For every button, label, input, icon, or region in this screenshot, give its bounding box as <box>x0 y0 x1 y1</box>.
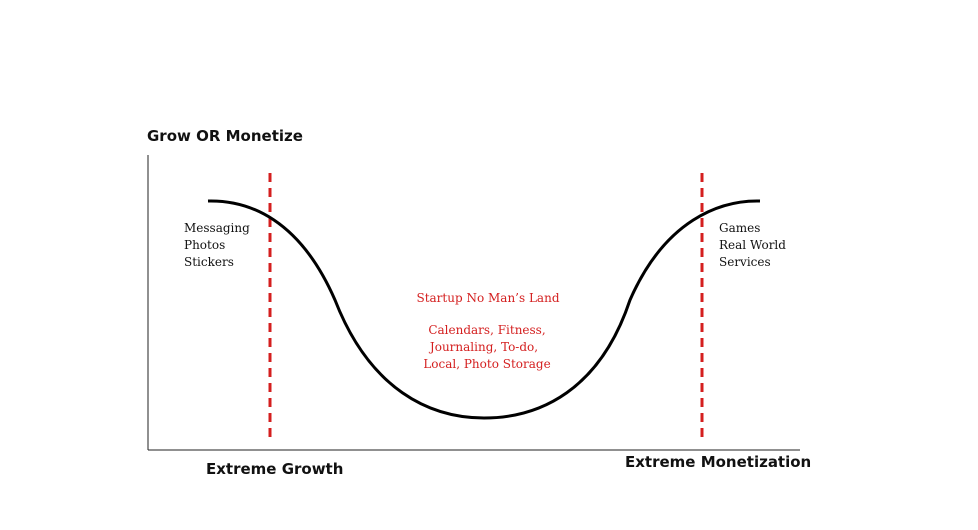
list-item: Services <box>719 255 771 269</box>
title: Grow OR Monetize <box>147 127 303 145</box>
list-item: Messaging <box>184 221 250 235</box>
middle-line: Calendars, Fitness, <box>428 323 545 337</box>
curve <box>207 199 761 420</box>
middle-line: Journaling, To-do, <box>428 340 538 354</box>
list-item: Stickers <box>184 255 234 269</box>
axis-label: Extreme Growth <box>206 460 343 478</box>
list-item: Games <box>719 221 760 235</box>
list-item: Real World <box>719 238 786 252</box>
list-item: Photos <box>184 238 225 252</box>
middle-title: Startup No Man’s Land <box>416 291 559 305</box>
middle-line: Local, Photo Storage <box>423 357 550 371</box>
axis-label: Extreme Monetization <box>625 453 811 471</box>
